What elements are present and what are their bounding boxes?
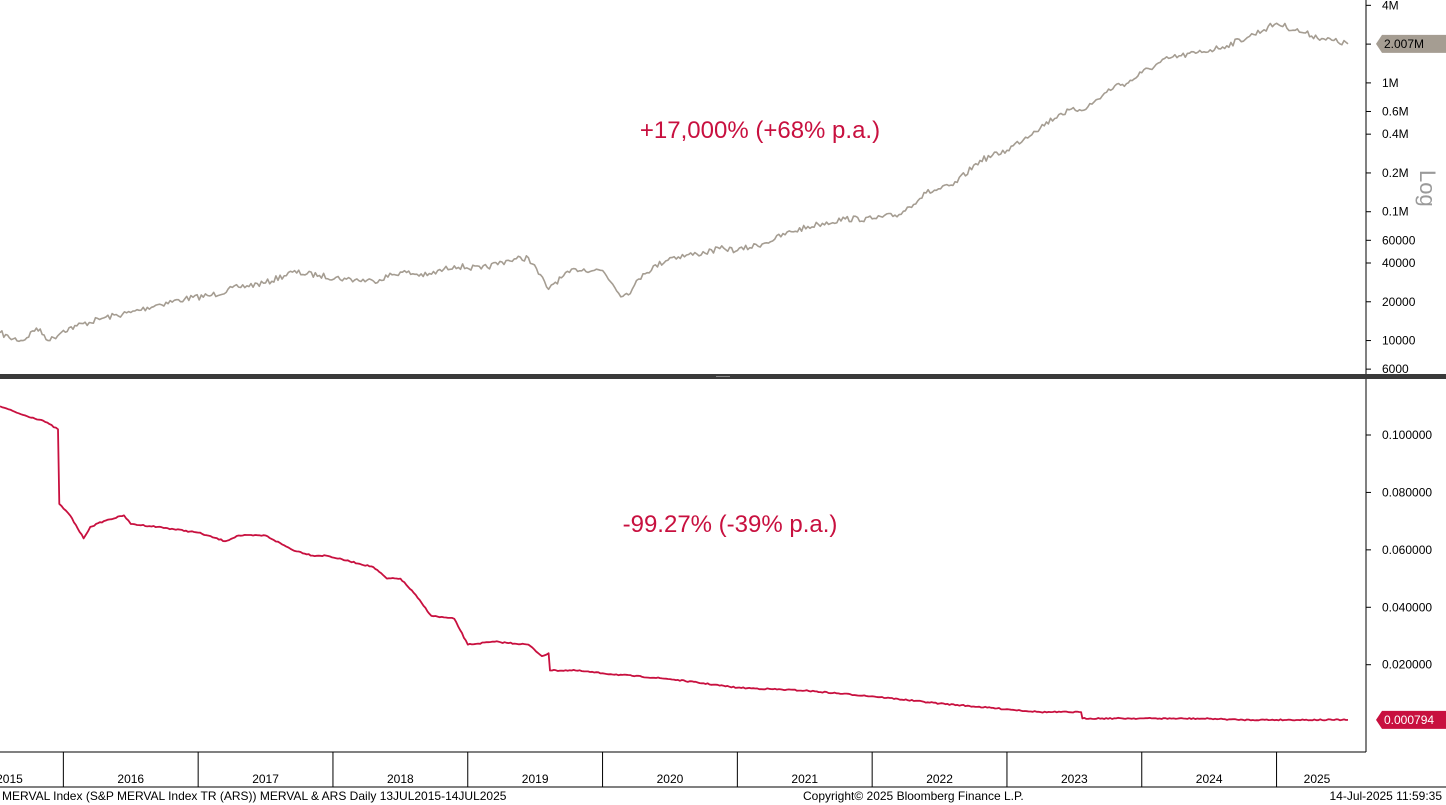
footer-copyright: Copyright© 2025 Bloomberg Finance L.P.: [803, 789, 1024, 803]
year-label: 2017: [252, 772, 279, 786]
svg-text:2.007M: 2.007M: [1384, 37, 1424, 51]
footer-security-description: MERVAL Index (S&P MERVAL Index TR (ARS))…: [2, 789, 507, 803]
year-label: 2019: [522, 772, 549, 786]
top-y-tick-label: 0.4M: [1382, 127, 1409, 141]
top-y-tick-label: 20000: [1382, 295, 1416, 309]
top-y-tick-label: 60000: [1382, 233, 1416, 247]
merval-last-value-badge: 2.007M: [1376, 34, 1446, 53]
series-ars-line: [0, 405, 1349, 722]
series-merval-line: [0, 22, 1349, 343]
ars-last-value-badge: 0.000794: [1376, 710, 1446, 729]
year-label: 2023: [1061, 772, 1088, 786]
top-y-tick-label: 1M: [1382, 76, 1399, 90]
year-label: 2024: [1196, 772, 1223, 786]
svg-text:0.000794: 0.000794: [1384, 713, 1434, 727]
bottom-y-tick-label: 0.060000: [1382, 543, 1432, 557]
year-label: 2016: [117, 772, 144, 786]
bottom-y-tick-label: 0.080000: [1382, 485, 1432, 499]
year-label: 2018: [387, 772, 414, 786]
top-y-tick-label: 0.2M: [1382, 166, 1409, 180]
top-y-tick-label: 6000: [1382, 362, 1409, 376]
top-y-tick-label: 0.6M: [1382, 104, 1409, 118]
bottom-y-tick-label: 0.100000: [1382, 428, 1432, 442]
top-y-tick-label: 10000: [1382, 334, 1416, 348]
footer-timestamp: 14-Jul-2025 11:59:35: [1329, 789, 1442, 803]
year-label: 2015: [0, 772, 23, 786]
year-label: 2022: [926, 772, 953, 786]
bottom-annotation: -99.27% (-39% p.a.): [623, 511, 838, 538]
top-annotation: +17,000% (+68% p.a.): [640, 117, 880, 144]
x-axis-year-ticks: 2015 2016 2017 2018 2019 2020 2021 2022 2023 2024…: [0, 752, 1331, 787]
log-scale-label: Log: [1415, 170, 1440, 207]
bottom-y-ticks: 0.100000 0.080000 0.060000 0.040000 0.020000: [1366, 428, 1432, 672]
top-y-tick-label: 0.1M: [1382, 205, 1409, 219]
year-label: 2025: [1304, 772, 1331, 786]
top-y-tick-label: 40000: [1382, 256, 1416, 270]
year-label: 2021: [791, 772, 818, 786]
top-y-tick-label: 4M: [1382, 0, 1399, 12]
top-y-ticks: 4M 1M 0.6M 0.4M 0.2M 0.1M 60000 40000 20000 10000…: [1366, 0, 1416, 376]
year-label: 2020: [657, 772, 684, 786]
bottom-y-tick-label: 0.040000: [1382, 600, 1432, 614]
bottom-y-tick-label: 0.020000: [1382, 658, 1432, 672]
